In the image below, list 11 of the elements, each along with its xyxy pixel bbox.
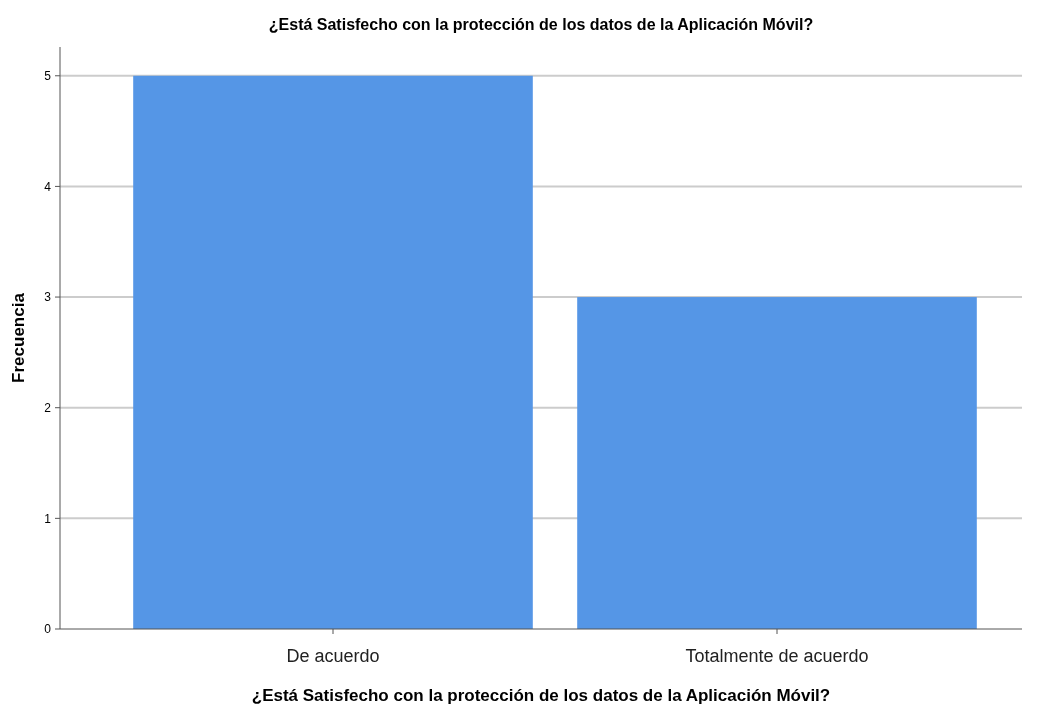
y-tick-label: 5	[44, 68, 52, 83]
y-tick-label: 3	[44, 290, 52, 305]
y-tick-label: 1	[44, 511, 52, 526]
x-tick-label: De acuerdo	[286, 646, 380, 666]
chart-title: ¿Está Satisfecho con la protección de los datos de la Aplicación Móvil?	[268, 16, 814, 33]
x-axis-title: ¿Está Satisfecho con la protección de los datos de la Aplicación Móvil?	[251, 686, 831, 705]
y-tick-label: 0	[44, 622, 52, 637]
y-tick-label: 2	[44, 400, 52, 415]
y-axis-title: Frecuencia	[9, 292, 28, 383]
x-tick-label: Totalmente de acuerdo	[685, 646, 869, 666]
y-tick-label: 4	[44, 179, 52, 194]
